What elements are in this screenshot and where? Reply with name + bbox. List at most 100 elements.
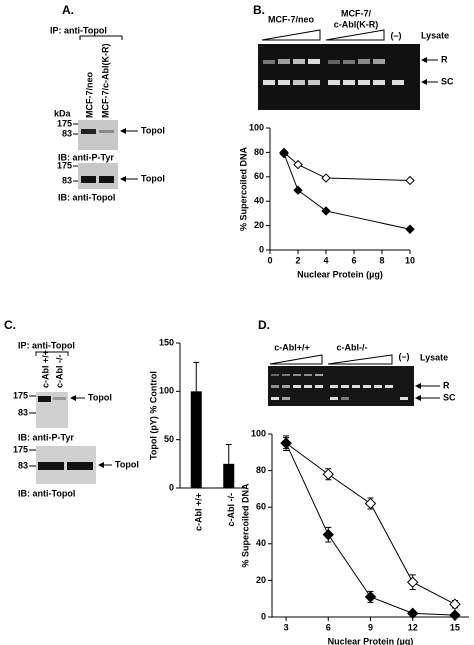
y-tick-label: 40 (254, 196, 264, 206)
y-tick-label: 80 (254, 147, 264, 157)
ramp (261, 29, 321, 41)
band (38, 396, 51, 402)
point (364, 497, 377, 510)
ip-label: IP: anti-TopoI (18, 340, 75, 350)
group-label: c-Abl-/- (337, 342, 368, 352)
x-axis-label: Nuclear Protein (µg) (328, 636, 414, 645)
x-tick-label: 6 (326, 622, 331, 632)
marker: 83 (62, 175, 72, 185)
marker-tick (73, 165, 78, 182)
control-label: (–) (391, 30, 402, 40)
band-label: SC (443, 392, 456, 402)
group-label: c-Abl+/+ (274, 342, 310, 352)
ib-label: IB: anti-P-Tyr (58, 152, 114, 162)
point (321, 206, 331, 216)
bar (223, 463, 235, 488)
ramp (327, 354, 393, 365)
marker-tick (29, 395, 36, 414)
panel-label: B. (253, 3, 265, 17)
lane-label: MCF-7/c-Abl(K-R) (100, 44, 110, 119)
x-tick-label: 4 (323, 255, 328, 265)
band-label: TopoI (115, 459, 139, 469)
y-tick-label: 150 (159, 337, 174, 347)
panel-a: A. IP: anti-TopoI MCF-7/neo MCF-7/c-Abl(… (50, 3, 165, 202)
y-tick-label: 100 (249, 122, 264, 132)
point (364, 591, 377, 603)
band-label: R (441, 54, 448, 64)
line (285, 442, 456, 605)
y-tick-label: 40 (256, 538, 266, 548)
band (38, 462, 64, 470)
x-tick-label: 2 (295, 255, 300, 265)
blot (78, 120, 118, 150)
band (53, 397, 66, 400)
ib-label: IB: anti-TopoI (18, 488, 75, 498)
group-label: MCF-7/ (341, 8, 371, 18)
bracket (79, 35, 123, 40)
y-tick-label: 100 (159, 386, 174, 396)
marker: 175 (57, 160, 72, 170)
line (283, 152, 411, 181)
band-label: SC (441, 76, 454, 86)
band-label: TopoI (88, 392, 112, 402)
x-tick-label: c-Abl -/- (226, 493, 236, 527)
band-label: TopoI (141, 173, 165, 183)
marker-tick (29, 449, 36, 467)
x-tick-label: 8 (379, 255, 384, 265)
x-tick-label: 3 (284, 622, 289, 632)
x-tick-label: 15 (450, 622, 460, 632)
y-tick-label: 0 (169, 482, 174, 492)
panel-c: C. IP: anti-TopoI c-Abl +/+ c-Abl -/- 17… (4, 318, 139, 498)
band (81, 176, 96, 183)
group-label: MCF-7/neo (268, 14, 315, 24)
kda: kDa (54, 108, 72, 118)
band (81, 129, 96, 134)
marker: 175 (13, 444, 28, 454)
y-tick-label: 20 (254, 220, 264, 230)
group-label: c-Abl(K-R) (334, 19, 379, 29)
line (283, 153, 411, 230)
panel-label: C. (4, 318, 16, 332)
y-tick-label: 60 (256, 502, 266, 512)
x-tick-label: 0 (267, 255, 272, 265)
ramp (269, 354, 323, 365)
x-tick-label: c-Abl +/+ (194, 493, 204, 531)
band-label: TopoI (141, 125, 165, 135)
y-axis-label: % Supercoiled DNA (238, 146, 248, 231)
y-axis-label: % Supercoiled DNA (240, 483, 250, 568)
x-tick-label: 9 (368, 622, 373, 632)
ib-label: IB: anti-TopoI (58, 192, 115, 202)
bar (190, 391, 202, 488)
y-axis-label: TopoI (pY) % Control (148, 371, 158, 460)
error-bar (225, 444, 232, 464)
error-bar (193, 361, 200, 392)
point (449, 598, 461, 610)
band (67, 462, 93, 470)
x-tick-label: 6 (351, 255, 356, 265)
point (407, 576, 419, 588)
y-tick-label: 80 (256, 465, 266, 475)
gel (258, 44, 420, 110)
panel-d: D. c-Abl+/+ c-Abl-/- (–) Lysate R SC (258, 318, 456, 406)
point (321, 173, 331, 183)
marker: 175 (13, 390, 28, 400)
marker-tick (73, 123, 78, 135)
x-tick-label: 12 (408, 622, 418, 632)
point (407, 607, 419, 620)
point (279, 148, 289, 159)
ib-label: IB: anti-P-Tyr (18, 432, 74, 442)
gel-bands (263, 59, 404, 85)
line (285, 442, 455, 616)
control-label: (–) (399, 351, 410, 361)
lysate-label: Lysate (420, 352, 448, 362)
lane-label: MCF-7/neo (84, 72, 94, 119)
band (99, 176, 114, 183)
x-axis-label: Nuclear Protein (µg) (297, 269, 383, 279)
x-tick-label: 10 (405, 255, 415, 265)
ip-label: IP: anti-TopoI (50, 25, 107, 35)
panel-b: B. MCF-7/neo MCF-7/ c-Abl(K-R) (–) Lysat… (253, 3, 454, 110)
y-tick-label: 60 (254, 171, 264, 181)
marker: 83 (18, 407, 28, 417)
band-label: R (443, 380, 450, 390)
gel-bands (271, 374, 408, 400)
